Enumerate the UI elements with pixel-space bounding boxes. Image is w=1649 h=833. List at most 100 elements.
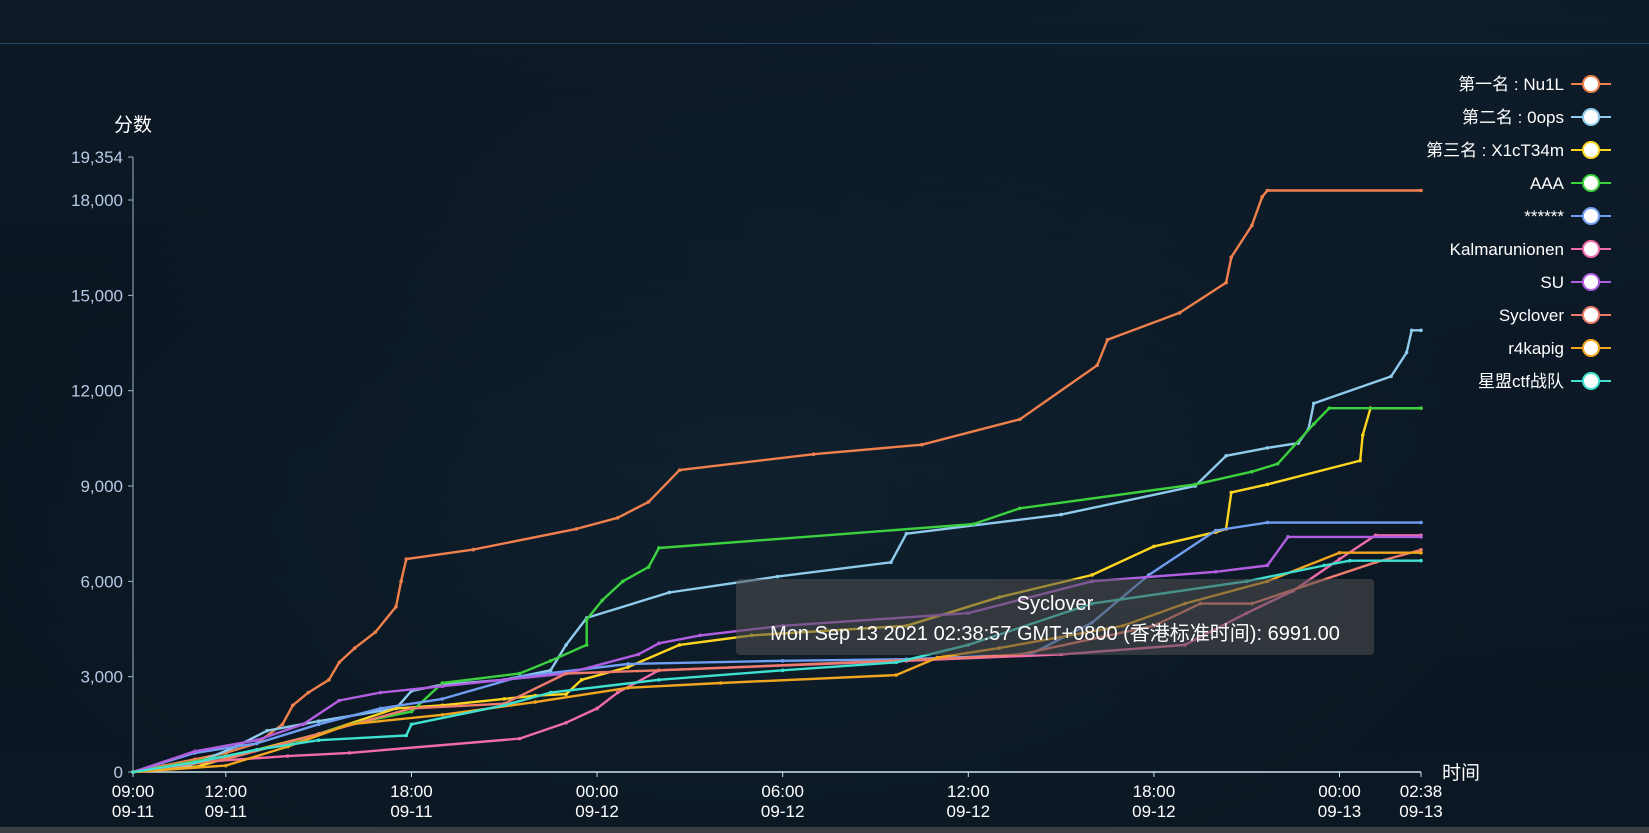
- data-point: [285, 754, 290, 758]
- legend-item[interactable]: 星盟ctf战队: [1478, 372, 1611, 391]
- x-tick-time: 12:00: [947, 782, 990, 801]
- data-point: [394, 604, 398, 609]
- data-point: [1327, 406, 1332, 410]
- data-point: [621, 579, 625, 584]
- legend-label: r4kapig: [1508, 339, 1564, 358]
- data-point: [646, 500, 651, 504]
- data-point: [564, 720, 568, 725]
- x-tick-time: 00:00: [576, 782, 619, 801]
- data-point: [1311, 422, 1316, 426]
- data-point: [564, 671, 568, 676]
- data-point: [1360, 433, 1365, 437]
- legend-marker-icon: [1582, 174, 1600, 192]
- bottom-strip: [0, 827, 1649, 833]
- y-axis-title: 分数: [114, 114, 152, 136]
- data-point: [600, 598, 605, 603]
- data-point: [1250, 469, 1254, 474]
- data-point: [780, 668, 785, 673]
- data-point: [1090, 573, 1094, 577]
- data-point: [440, 681, 445, 685]
- data-point: [1322, 563, 1326, 568]
- data-point: [306, 690, 311, 695]
- data-point: [347, 751, 352, 755]
- legend-label: Syclover: [1499, 306, 1565, 325]
- legend-marker-icon: [1582, 207, 1600, 225]
- data-point: [1260, 195, 1264, 199]
- data-point: [548, 668, 553, 673]
- data-point: [280, 722, 285, 727]
- y-tick-label: 12,000: [71, 382, 123, 401]
- data-point: [254, 738, 259, 743]
- data-point: [1059, 512, 1063, 517]
- data-point: [224, 757, 228, 762]
- data-point: [1286, 535, 1290, 539]
- data-point: [657, 668, 661, 673]
- data-point: [399, 579, 403, 584]
- legend-item[interactable]: r4kapig: [1508, 339, 1611, 358]
- data-point: [646, 565, 651, 569]
- data-point: [971, 522, 976, 526]
- data-point: [517, 671, 522, 676]
- data-point: [1250, 223, 1254, 228]
- data-point: [337, 660, 342, 665]
- data-point: [1095, 363, 1099, 368]
- x-tick-date: 09-12: [947, 802, 990, 821]
- x-tick-date: 09-12: [1132, 802, 1175, 821]
- data-point: [657, 641, 661, 646]
- chart-legend: 第一名 : Nu1L 第二名 : 0ops 第三名 : X1cT34m AAA ****…: [1426, 75, 1611, 391]
- data-point: [615, 515, 620, 520]
- data-point: [316, 719, 321, 723]
- data-point: [615, 690, 620, 695]
- series-layer: [131, 188, 1423, 774]
- data-point: [409, 722, 414, 727]
- data-point: [352, 646, 357, 650]
- data-point: [1224, 280, 1228, 285]
- data-point: [378, 690, 383, 695]
- x-tick-time: 18:00: [1133, 782, 1176, 801]
- x-tick-time: 12:00: [205, 782, 248, 801]
- legend-item[interactable]: 第三名 : X1cT34m: [1426, 141, 1611, 160]
- data-point: [378, 706, 383, 711]
- data-point: [337, 698, 342, 703]
- data-point: [894, 660, 898, 665]
- legend-marker-icon: [1582, 240, 1600, 258]
- series-line: [132, 189, 1421, 774]
- x-tick-date: 09-13: [1399, 802, 1442, 821]
- x-tick-date: 09-11: [390, 802, 432, 821]
- x-tick-time: 18:00: [390, 782, 433, 801]
- legend-item[interactable]: Syclover: [1499, 306, 1611, 325]
- legend-item[interactable]: SU: [1540, 273, 1611, 292]
- legend-label: AAA: [1530, 174, 1565, 193]
- data-point: [409, 709, 414, 714]
- data-point: [667, 590, 672, 595]
- legend-item[interactable]: ******: [1524, 207, 1611, 226]
- series-1: [131, 328, 1423, 774]
- data-point: [657, 678, 661, 682]
- x-tick-time: 09:00: [112, 782, 155, 801]
- data-point: [347, 722, 352, 727]
- legend-label: 第三名 : X1cT34m: [1426, 141, 1564, 160]
- y-tick-label: 18,000: [71, 191, 123, 210]
- data-point: [1265, 482, 1270, 487]
- data-point: [780, 658, 785, 663]
- x-tick-date: 09-11: [112, 802, 154, 821]
- top-bar: [0, 0, 1649, 44]
- legend-marker-icon: [1582, 141, 1600, 159]
- legend-item[interactable]: Kalmarunionen: [1450, 240, 1611, 259]
- legend-item[interactable]: 第一名 : Nu1L: [1458, 75, 1611, 94]
- data-point: [1404, 350, 1409, 355]
- data-point: [1419, 535, 1423, 539]
- y-tick-label: 15,000: [71, 286, 123, 305]
- data-point: [1105, 338, 1110, 342]
- legend-item[interactable]: 第二名 : 0ops: [1462, 108, 1611, 127]
- data-point: [564, 643, 568, 647]
- data-point: [404, 733, 409, 738]
- data-point: [698, 633, 702, 638]
- data-point: [1419, 558, 1423, 563]
- legend-item[interactable]: AAA: [1530, 174, 1611, 193]
- data-point: [636, 652, 641, 657]
- legend-marker-icon: [1582, 273, 1600, 291]
- data-point: [1275, 461, 1280, 466]
- x-tick-date: 09-11: [205, 802, 247, 821]
